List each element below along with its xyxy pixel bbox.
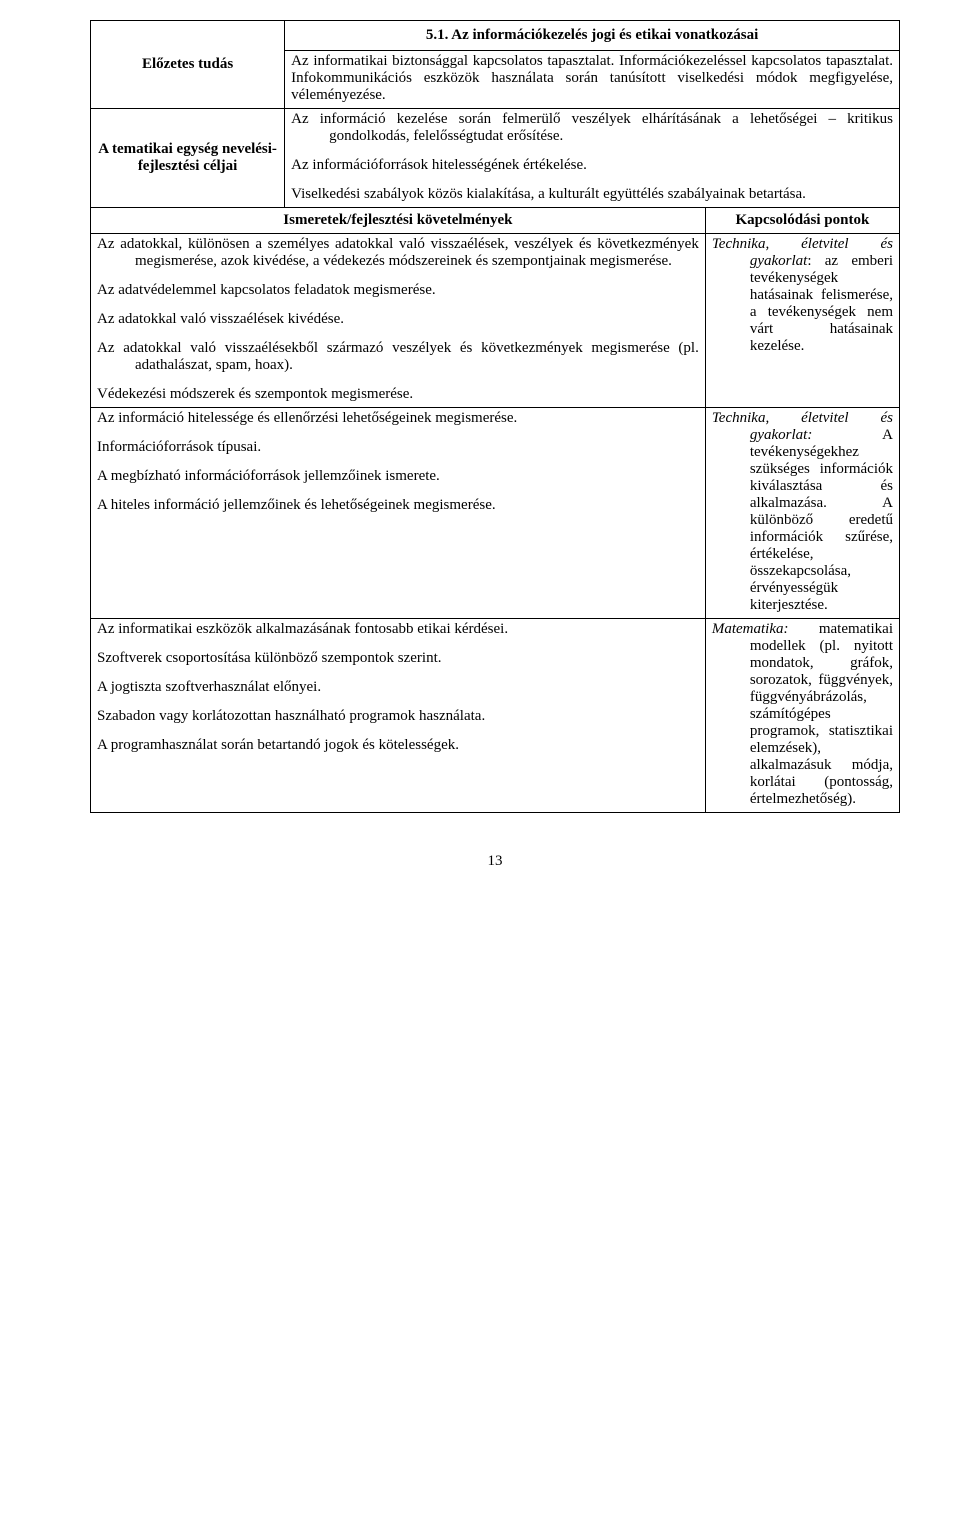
kapcs3-italic: Matematika: — [712, 621, 789, 637]
block2-cell: Az információ hitelessége és ellenőrzési… — [91, 408, 706, 619]
row2-p2: Az információforrások hitelességének ért… — [291, 157, 893, 174]
row2-body-cell: Az információ kezelése során felmerülő v… — [285, 109, 900, 208]
block1-p2: Az adatvédelemmel kapcsolatos feladatok … — [97, 282, 699, 299]
kapcs3-cell: Matematika: matematikai modellek (pl. ny… — [705, 619, 899, 813]
block2-p4: A hiteles információ jellemzőinek és leh… — [97, 497, 699, 514]
kapcs2-cell: Technika, életvitel és gyakorlat: A tevé… — [705, 408, 899, 619]
row2-p3: Viselkedési szabályok közös kialakítása,… — [291, 186, 893, 203]
row1-body-cell: Az informatikai biztonsággal kapcsolatos… — [285, 51, 900, 109]
row2-label: A tematikai egység nevelési-fejlesztési … — [91, 109, 285, 208]
block3-cell: Az informatikai eszközök alkalmazásának … — [91, 619, 706, 813]
block1-p1: Az adatokkal, különösen a személyes adat… — [97, 236, 699, 270]
row1-label: Előzetes tudás — [91, 21, 285, 109]
kapcs2-text: Technika, életvitel és gyakorlat: A tevé… — [712, 410, 893, 614]
page-number: 13 — [90, 853, 900, 870]
block3-p4: Szabadon vagy korlátozottan használható … — [97, 708, 699, 725]
block1-p4: Az adatokkal való visszaélésekből szárma… — [97, 340, 699, 374]
block2-p3: A megbízható információforrások jellemző… — [97, 468, 699, 485]
kapcs-header: Kapcsolódási pontok — [705, 208, 899, 234]
block3-p3: A jogtiszta szoftverhasználat előnyei. — [97, 679, 699, 696]
block2-p1: Az információ hitelessége és ellenőrzési… — [97, 410, 699, 427]
block1-p3: Az adatokkal való visszaélések kivédése. — [97, 311, 699, 328]
section-title: 5.1. Az információkezelés jogi és etikai… — [285, 21, 900, 51]
kapcs1-text: Technika, életvitel és gyakorlat: az emb… — [712, 236, 893, 355]
kapcs3-rest: matematikai modellek (pl. nyitott mondat… — [750, 621, 893, 807]
kapcs3-text: Matematika: matematikai modellek (pl. ny… — [712, 621, 893, 808]
kapcs2-rest: A tevékenységekhez szükséges információk… — [750, 427, 893, 613]
kapcs1-cell: Technika, életvitel és gyakorlat: az emb… — [705, 234, 899, 408]
block3-p2: Szoftverek csoportosítása különböző szem… — [97, 650, 699, 667]
ismeretek-header: Ismeretek/fejlesztési követelmények — [91, 208, 706, 234]
block2-p2: Információforrások típusai. — [97, 439, 699, 456]
row1-body: Az informatikai biztonsággal kapcsolatos… — [291, 53, 893, 104]
block1-p5: Védekezési módszerek és szempontok megis… — [97, 386, 699, 403]
block1-cell: Az adatokkal, különösen a személyes adat… — [91, 234, 706, 408]
row2-p1: Az információ kezelése során felmerülő v… — [291, 111, 893, 145]
block3-p1: Az informatikai eszközök alkalmazásának … — [97, 621, 699, 638]
block3-p5: A programhasználat során betartandó jogo… — [97, 737, 699, 754]
curriculum-table: Előzetes tudás 5.1. Az információkezelés… — [90, 20, 900, 813]
